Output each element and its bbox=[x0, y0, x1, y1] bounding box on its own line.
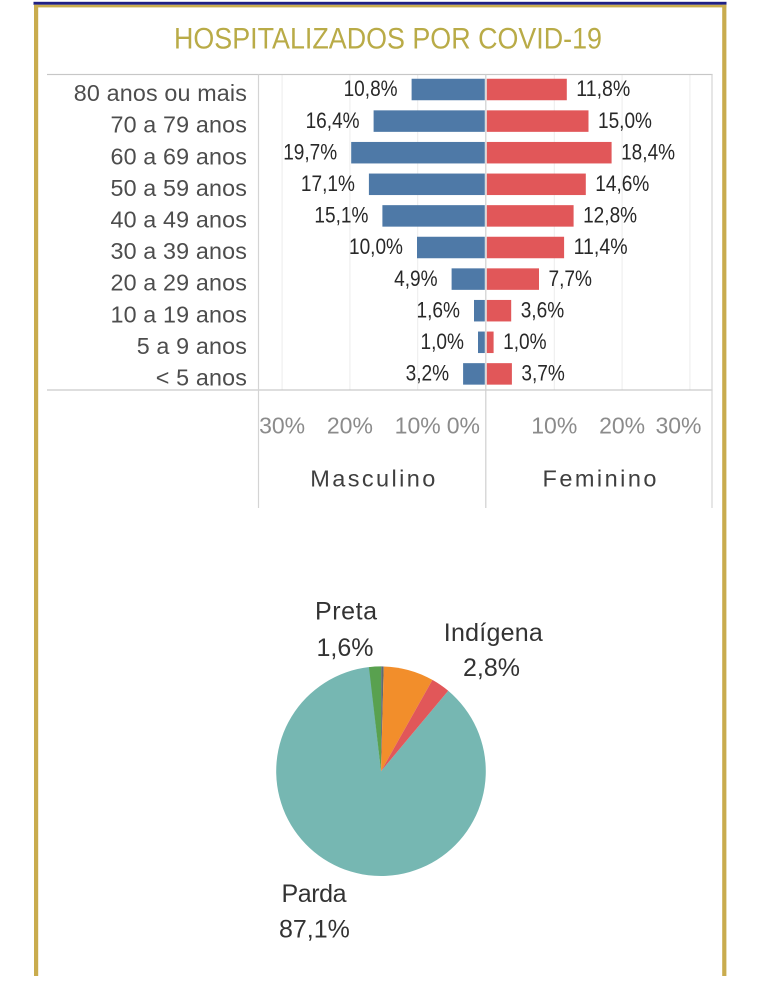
svg-text:10%: 10% bbox=[531, 413, 577, 439]
svg-text:Indígena: Indígena bbox=[444, 619, 543, 647]
svg-text:30 a 39 anos: 30 a 39 anos bbox=[110, 238, 247, 264]
svg-text:Feminino: Feminino bbox=[543, 466, 657, 492]
svg-text:70 a 79 anos: 70 a 79 anos bbox=[110, 112, 247, 138]
svg-text:20 a 29 anos: 20 a 29 anos bbox=[110, 270, 247, 296]
svg-text:10,0%: 10,0% bbox=[349, 234, 403, 259]
svg-text:2,8%: 2,8% bbox=[463, 654, 520, 682]
svg-text:1,6%: 1,6% bbox=[417, 297, 461, 322]
svg-text:4,9%: 4,9% bbox=[394, 266, 438, 291]
svg-text:11,4%: 11,4% bbox=[574, 234, 628, 259]
svg-text:1,0%: 1,0% bbox=[421, 329, 465, 354]
svg-text:3,7%: 3,7% bbox=[521, 361, 565, 386]
svg-text:80 anos ou mais: 80 anos ou mais bbox=[74, 80, 247, 106]
svg-text:< 5 anos: < 5 anos bbox=[156, 365, 247, 391]
svg-text:16,4%: 16,4% bbox=[306, 108, 360, 133]
svg-text:12,8%: 12,8% bbox=[583, 203, 637, 228]
svg-text:10,8%: 10,8% bbox=[344, 76, 398, 101]
svg-text:Parda: Parda bbox=[282, 880, 347, 908]
svg-text:50 a 59 anos: 50 a 59 anos bbox=[110, 175, 247, 201]
svg-text:19,7%: 19,7% bbox=[283, 139, 337, 164]
svg-text:Masculino: Masculino bbox=[310, 466, 435, 492]
svg-text:10%: 10% bbox=[395, 413, 441, 439]
svg-text:1,6%: 1,6% bbox=[317, 634, 374, 662]
svg-text:1,0%: 1,0% bbox=[503, 329, 546, 354]
svg-text:18,4%: 18,4% bbox=[621, 139, 675, 164]
svg-text:0%: 0% bbox=[447, 413, 480, 439]
svg-text:20%: 20% bbox=[599, 413, 645, 439]
svg-text:5 a 9 anos: 5 a 9 anos bbox=[137, 333, 247, 359]
svg-text:40 a 49 anos: 40 a 49 anos bbox=[110, 207, 247, 233]
svg-text:15,0%: 15,0% bbox=[598, 108, 652, 133]
svg-text:3,6%: 3,6% bbox=[521, 297, 565, 322]
svg-text:10 a 19 anos: 10 a 19 anos bbox=[110, 301, 247, 327]
svg-text:HOSPITALIZADOS POR COVID-19: HOSPITALIZADOS POR COVID-19 bbox=[174, 23, 602, 56]
svg-text:20%: 20% bbox=[327, 413, 373, 439]
svg-text:Preta: Preta bbox=[315, 597, 377, 625]
svg-text:3,2%: 3,2% bbox=[406, 361, 450, 386]
svg-text:15,1%: 15,1% bbox=[314, 203, 368, 228]
svg-text:60 a 69 anos: 60 a 69 anos bbox=[110, 143, 247, 169]
svg-text:7,7%: 7,7% bbox=[549, 266, 593, 291]
svg-text:30%: 30% bbox=[259, 413, 305, 439]
svg-text:30%: 30% bbox=[655, 413, 701, 439]
svg-text:87,1%: 87,1% bbox=[279, 915, 350, 943]
svg-text:14,6%: 14,6% bbox=[595, 171, 649, 196]
svg-text:11,8%: 11,8% bbox=[576, 76, 630, 101]
svg-text:17,1%: 17,1% bbox=[301, 171, 355, 196]
